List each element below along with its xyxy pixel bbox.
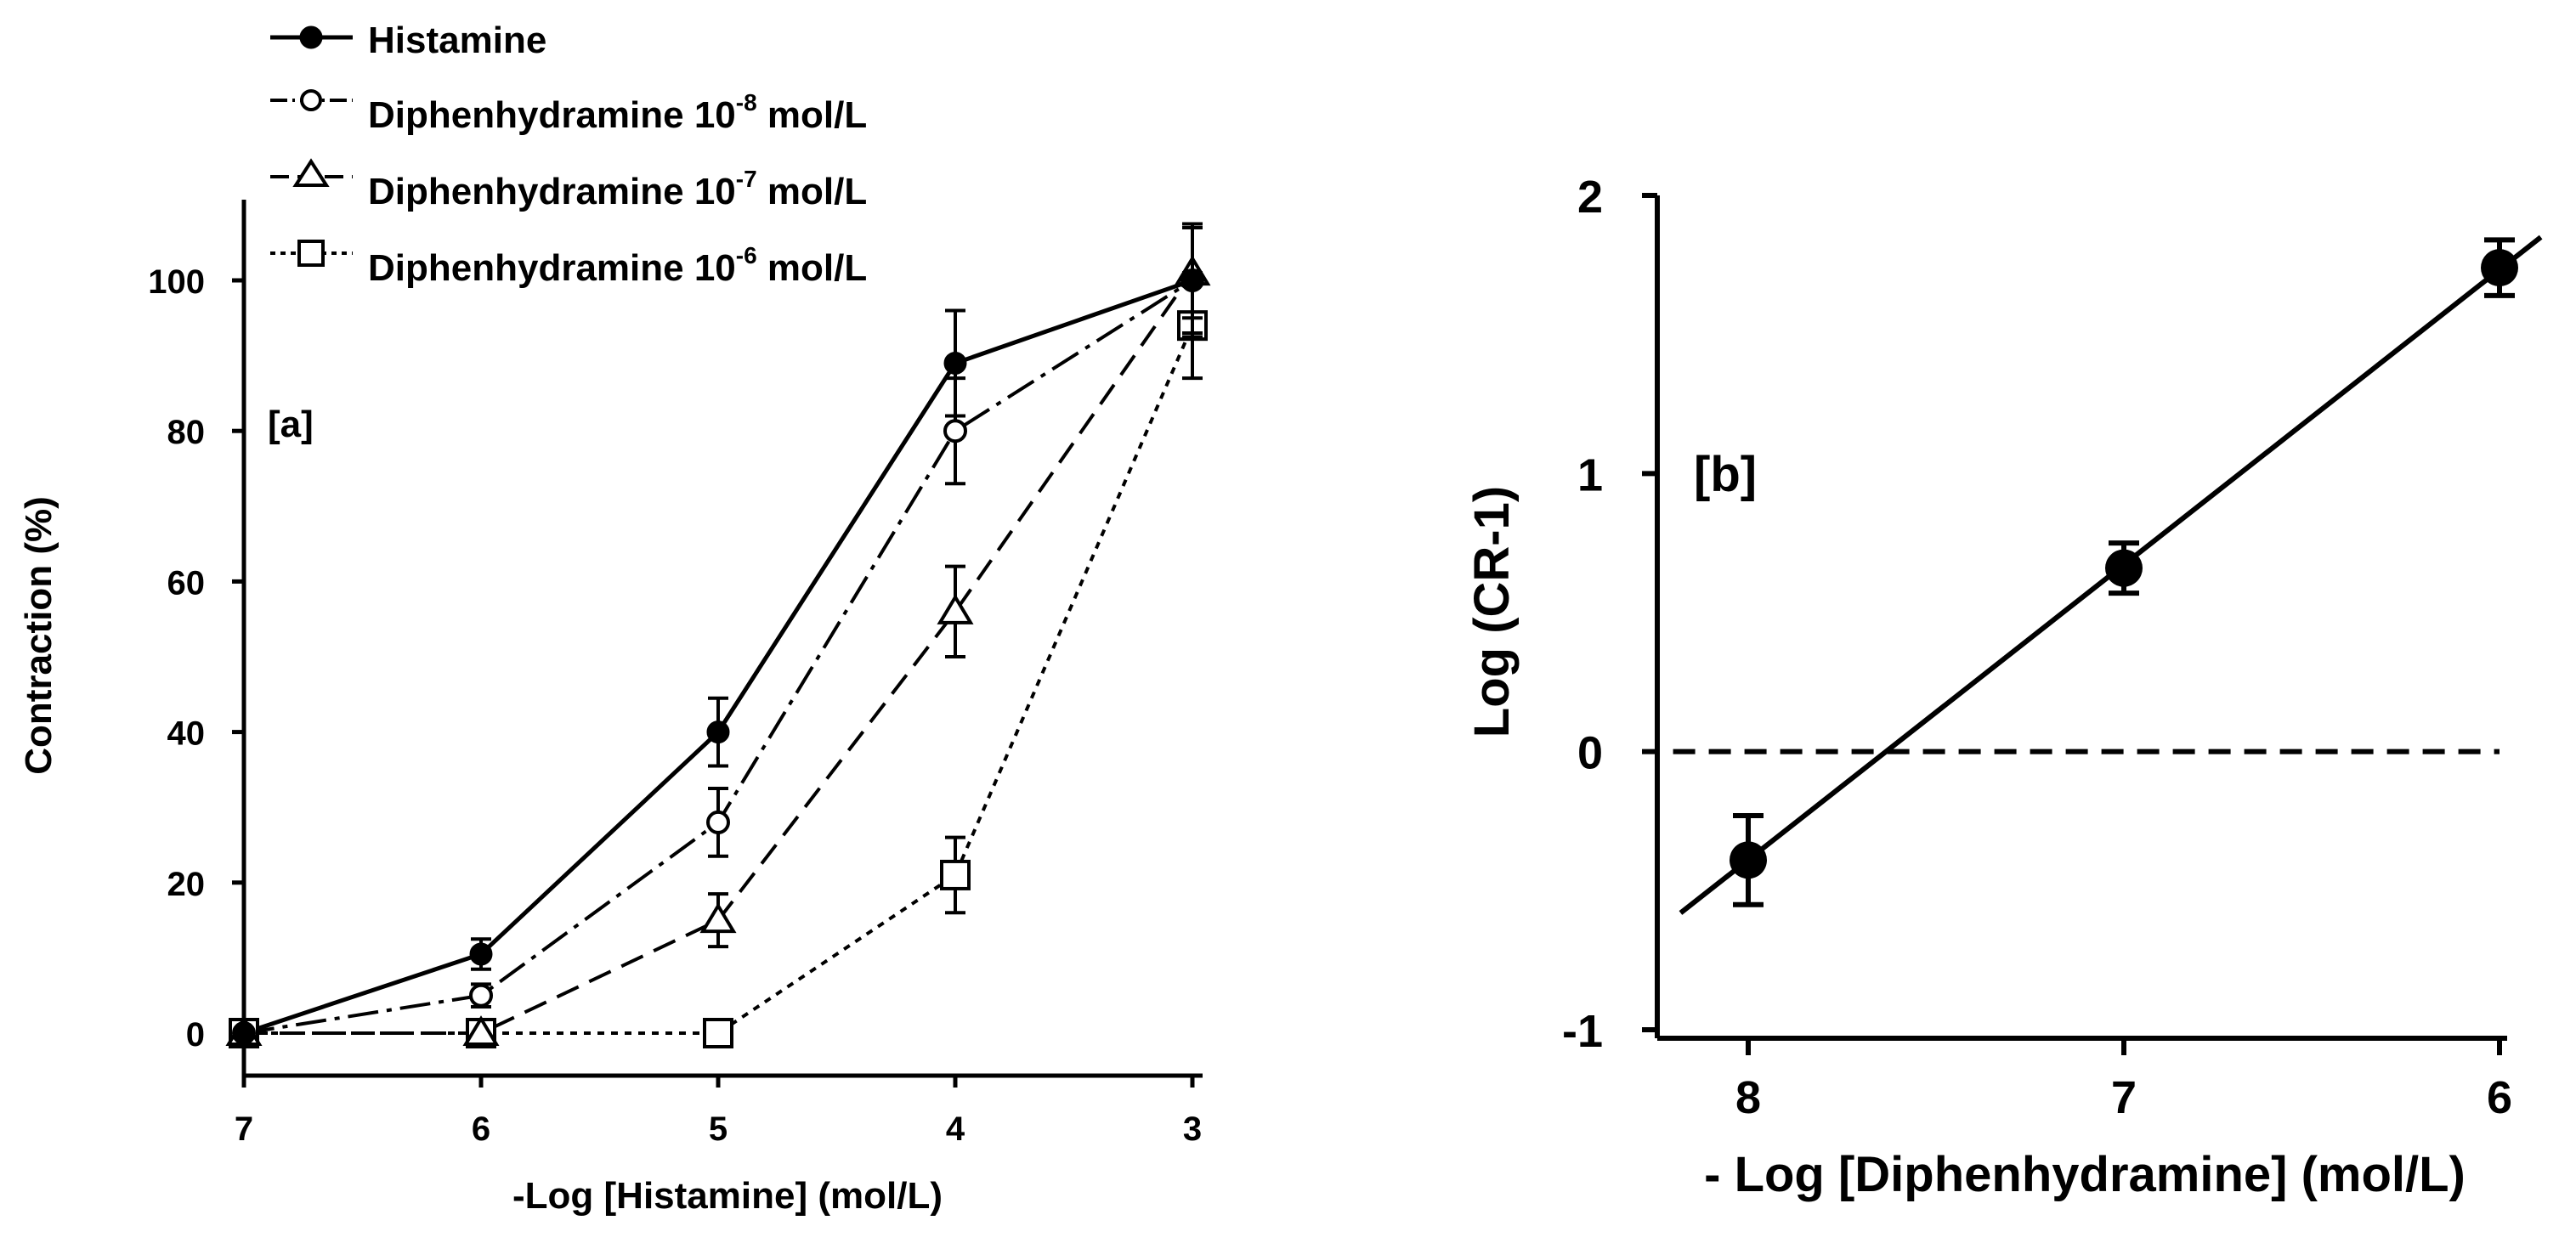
panel-a-y-tick-label: 20 [167,866,206,903]
legend-entry-diphenhydramine-1e-8: Diphenhydramine 10-8 mol/L [270,89,867,136]
panel-b-y-tick-label: -1 [1562,1006,1603,1057]
panel-b-data-point [1730,841,1767,879]
panel-a-x-tick-label: 3 [1183,1110,1202,1148]
panel-a-data-point [469,983,493,1008]
panel-a-data-point [706,810,730,834]
panel-a-y-tick-label: 80 [167,414,206,451]
panel-a-data-point [1180,268,1204,292]
panel-b-data-point [2481,249,2518,287]
legend-entry-diphenhydramine-1e-7: Diphenhydramine 10-7 mol/L [270,158,867,212]
legend-label-diphenhydramine-1e-6: Diphenhydramine 10-6 mol/L [368,242,867,289]
panel-a-y-tick-label: 0 [186,1016,205,1054]
panel-b-x-tick-label: 6 [2487,1072,2512,1123]
panel-a-y-tick-label: 40 [167,715,206,753]
panel-a-data-point [232,1021,256,1045]
panel-a-legend: Histamine Diphenhydramine 10-8 mol/L Dip… [270,20,867,289]
panel-a-y-tick-label: 100 [148,263,205,301]
panel-a-plot-area: 0 20 40 60 80 100 7 6 5 4 3 [148,200,1211,1148]
panel-b-x-axis-label: - Log [Diphenhydramine] (mol/L) [1704,1147,2466,1202]
panel-a-data-point [943,419,967,444]
legend-label-histamine: Histamine [368,20,546,61]
panel-a-data-point [937,593,974,624]
filled-circle-icon [299,25,323,49]
panel-b-x-tick-label: 8 [1735,1072,1761,1123]
panel-a-x-tick-label: 4 [946,1110,965,1148]
open-square-icon [297,240,325,267]
panel-b-label: [b] [1694,447,1757,502]
panel-b-plot-area: -1 0 1 2 8 7 6 [1562,172,2543,1123]
panel-a-data-point [462,1015,500,1046]
panel-b-x-tick-label: 7 [2111,1072,2137,1123]
legend-label-diphenhydramine-1e-8: Diphenhydramine 10-8 mol/L [368,89,867,136]
legend-label-diphenhydramine-1e-7: Diphenhydramine 10-7 mol/L [368,166,867,212]
panel-a-y-tick-label: 60 [167,564,206,602]
panel-a-data-point [469,942,493,966]
open-triangle-icon [292,158,330,187]
legend-entry-histamine: Histamine [270,20,546,61]
panel-a-label: [a] [268,404,314,445]
panel-b-y-tick-label: 0 [1577,728,1603,779]
panel-b-y-axis-label: Log (CR-1) [1464,486,1520,737]
panel-a-data-point [706,720,730,744]
panel-a-y-axis-label: Contraction (%) [18,496,59,775]
panel-a-x-tick-label: 5 [709,1110,728,1148]
panel-a-data-point [940,859,971,890]
panel-b: -1 0 1 2 8 7 6 [b] - Log [Diphenhydramine] (mo… [1464,172,2543,1202]
panel-b-data-point [2105,549,2143,587]
panel-a-data-point [699,902,737,934]
open-circle-icon [300,89,322,111]
panel-a-x-tick-label: 6 [472,1110,490,1148]
panel-a-data-point [703,1018,733,1048]
panel-b-y-tick-label: 1 [1577,449,1603,500]
panel-a-x-axis-label: -Log [Histamine] (mol/L) [512,1175,943,1217]
panel-b-y-tick-label: 2 [1577,172,1603,223]
panel-a: 0 20 40 60 80 100 7 6 5 4 3 [a] -Log [Histamine] (… [18,20,1211,1217]
panel-a-data-point [943,351,967,375]
legend-entry-diphenhydramine-1e-6: Diphenhydramine 10-6 mol/L [270,240,867,289]
panel-a-x-tick-label: 7 [235,1110,253,1148]
